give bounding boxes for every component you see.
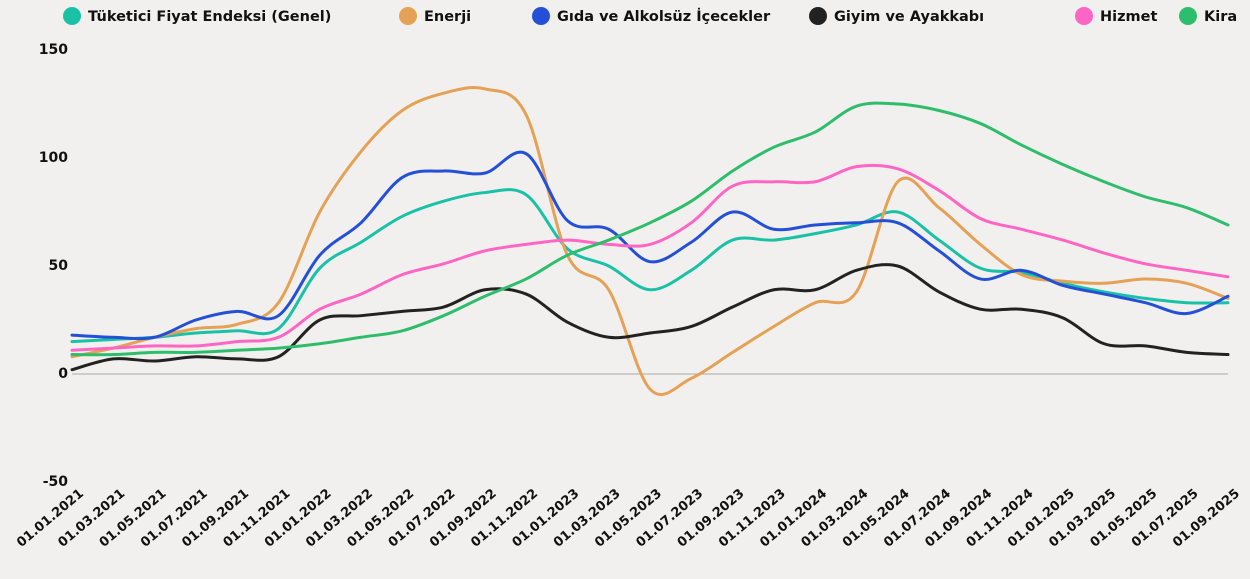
y-tick-label: 0 [58, 366, 68, 382]
series-line [70, 150, 1230, 341]
legend-label: Gıda ve Alkolsüz İçecekler [557, 8, 771, 25]
legend-swatch [1179, 7, 1197, 25]
y-tick-label: 150 [39, 42, 68, 58]
legend-swatch [399, 7, 417, 25]
legend-swatch [532, 7, 550, 25]
series-line [70, 188, 1230, 344]
y-tick-label: -50 [43, 474, 69, 490]
legend-label: Hizmet [1100, 9, 1157, 25]
legend-swatch [1075, 7, 1093, 25]
series-line [70, 163, 1230, 352]
series-line [70, 101, 1230, 357]
series-line [70, 263, 1230, 372]
legend-label: Tüketici Fiyat Endeksi (Genel) [88, 9, 331, 25]
series-line [70, 86, 1230, 397]
y-tick-label: 50 [49, 258, 69, 274]
legend-label: Enerji [424, 9, 471, 25]
legend-label: Kira [1204, 9, 1237, 25]
legend-label: Giyim ve Ayakkabı [834, 9, 984, 25]
legend-swatch [63, 7, 81, 25]
y-tick-label: 100 [39, 150, 68, 166]
legend-swatch [809, 7, 827, 25]
